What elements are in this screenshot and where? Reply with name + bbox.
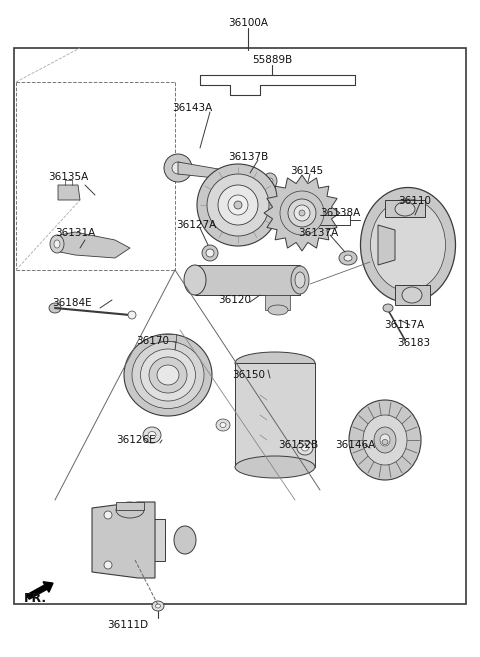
Ellipse shape (383, 304, 393, 312)
Text: 36127A: 36127A (176, 220, 216, 230)
Ellipse shape (104, 511, 112, 519)
Ellipse shape (395, 202, 415, 216)
Ellipse shape (344, 255, 352, 261)
Text: 36117A: 36117A (384, 320, 424, 330)
Ellipse shape (141, 349, 195, 401)
Ellipse shape (263, 173, 277, 189)
Ellipse shape (207, 174, 269, 236)
Ellipse shape (164, 154, 192, 182)
Ellipse shape (235, 456, 315, 478)
Ellipse shape (104, 561, 112, 569)
Ellipse shape (152, 601, 164, 611)
Text: 36100A: 36100A (228, 18, 268, 28)
Text: 36143A: 36143A (172, 103, 212, 113)
Polygon shape (264, 175, 340, 251)
Polygon shape (58, 185, 80, 200)
Ellipse shape (228, 195, 248, 215)
Ellipse shape (128, 311, 136, 319)
Text: 36145: 36145 (290, 166, 323, 176)
Ellipse shape (360, 187, 456, 302)
Text: 36170: 36170 (136, 336, 169, 346)
Polygon shape (116, 502, 144, 510)
Text: 36120: 36120 (218, 295, 251, 305)
Ellipse shape (197, 164, 279, 246)
Ellipse shape (297, 441, 313, 455)
Ellipse shape (374, 427, 396, 453)
Text: 36146A: 36146A (335, 440, 375, 450)
Text: 36111D: 36111D (108, 620, 149, 630)
Ellipse shape (295, 272, 305, 288)
Polygon shape (160, 334, 176, 341)
Ellipse shape (50, 235, 64, 253)
Ellipse shape (206, 249, 214, 257)
Polygon shape (378, 225, 395, 265)
Ellipse shape (301, 445, 309, 451)
Ellipse shape (148, 432, 156, 438)
Ellipse shape (156, 604, 160, 608)
Ellipse shape (116, 502, 144, 518)
Text: 36183: 36183 (397, 338, 430, 348)
Ellipse shape (124, 334, 212, 416)
Ellipse shape (291, 266, 309, 294)
Polygon shape (395, 285, 430, 305)
Ellipse shape (380, 434, 390, 446)
Polygon shape (195, 265, 300, 295)
Polygon shape (55, 232, 130, 258)
Polygon shape (235, 363, 315, 467)
Ellipse shape (235, 352, 315, 374)
Text: 36152B: 36152B (278, 440, 318, 450)
Bar (14, 48, 466, 604)
FancyArrow shape (27, 581, 53, 599)
Text: 55889B: 55889B (252, 55, 292, 65)
Ellipse shape (174, 526, 196, 554)
Ellipse shape (382, 440, 388, 445)
Ellipse shape (132, 342, 204, 409)
Ellipse shape (202, 245, 218, 261)
Ellipse shape (149, 357, 187, 393)
Ellipse shape (110, 519, 166, 561)
Text: 36150: 36150 (232, 370, 265, 380)
Ellipse shape (184, 265, 206, 295)
Ellipse shape (371, 199, 445, 291)
Ellipse shape (402, 287, 422, 303)
Polygon shape (265, 295, 290, 310)
Ellipse shape (268, 305, 288, 315)
Ellipse shape (267, 178, 273, 184)
Text: 36137A: 36137A (298, 228, 338, 238)
Ellipse shape (349, 400, 421, 480)
Text: 36110: 36110 (398, 196, 431, 206)
Ellipse shape (54, 240, 60, 248)
Text: 36138A: 36138A (320, 208, 360, 218)
Ellipse shape (299, 210, 305, 216)
Ellipse shape (218, 185, 258, 225)
Ellipse shape (172, 162, 184, 174)
Text: 36131A: 36131A (55, 228, 95, 238)
Text: 36126E: 36126E (116, 435, 156, 445)
Polygon shape (92, 502, 155, 578)
Ellipse shape (157, 365, 179, 385)
Ellipse shape (339, 251, 357, 265)
Text: 36137B: 36137B (228, 152, 268, 162)
Ellipse shape (288, 199, 316, 227)
Text: 36184E: 36184E (52, 298, 92, 308)
Polygon shape (385, 200, 425, 217)
Ellipse shape (234, 201, 242, 209)
Polygon shape (178, 162, 270, 184)
Ellipse shape (220, 422, 226, 428)
Text: 36135A: 36135A (48, 172, 88, 182)
Polygon shape (111, 519, 165, 561)
Ellipse shape (363, 415, 407, 465)
Ellipse shape (216, 419, 230, 431)
Ellipse shape (143, 427, 161, 443)
Text: FR.: FR. (24, 592, 47, 605)
Ellipse shape (49, 303, 61, 313)
Ellipse shape (294, 205, 310, 221)
Ellipse shape (94, 520, 129, 560)
